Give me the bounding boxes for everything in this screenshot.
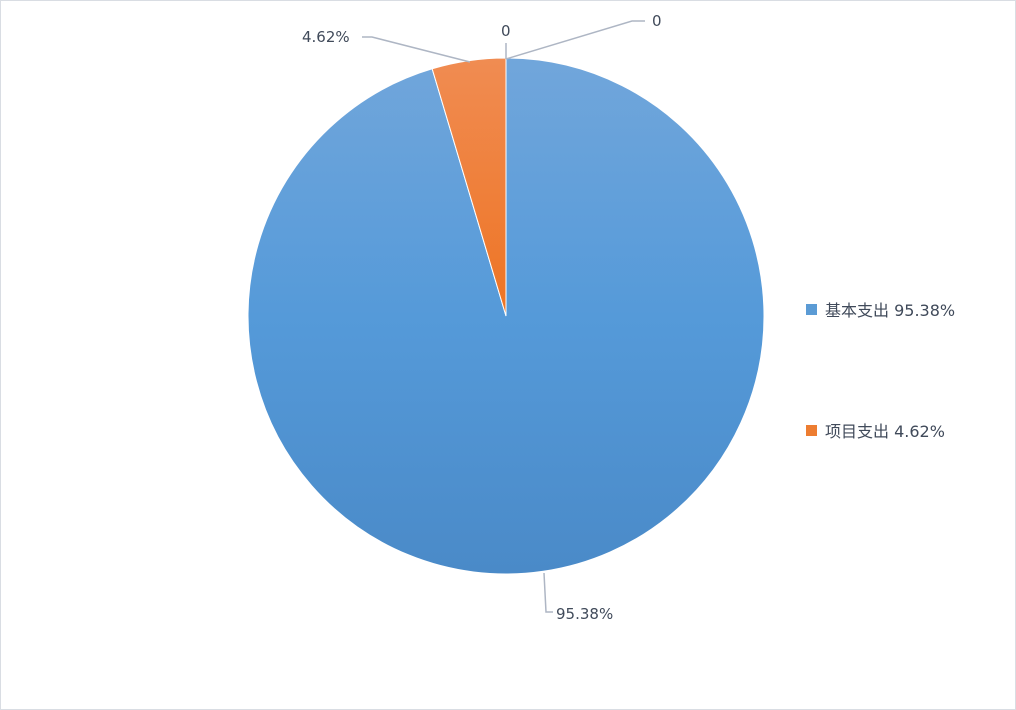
data-label-zero-1: 0 bbox=[501, 22, 511, 40]
legend-swatch-basic bbox=[806, 304, 817, 315]
legend: 基本支出 95.38% 项目支出 4.62% bbox=[806, 301, 955, 441]
leader-line-basic bbox=[543, 572, 553, 613]
leader-line-project bbox=[362, 36, 471, 63]
legend-item-basic: 基本支出 95.38% bbox=[825, 301, 955, 320]
data-label-project: 4.62% bbox=[302, 28, 350, 46]
legend-item-project: 项目支出 4.62% bbox=[825, 422, 945, 441]
leader-line-zero-2 bbox=[505, 20, 645, 60]
legend-swatch-project bbox=[806, 425, 817, 436]
data-label-basic: 95.38% bbox=[556, 605, 613, 623]
data-label-zero-2: 0 bbox=[652, 12, 662, 30]
